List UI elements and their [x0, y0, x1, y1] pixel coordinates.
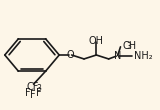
Text: OH: OH	[89, 36, 104, 46]
Text: N: N	[114, 51, 121, 61]
Text: O: O	[67, 50, 74, 60]
Text: CF: CF	[27, 82, 39, 92]
Text: CH: CH	[122, 41, 136, 51]
Text: F: F	[30, 90, 36, 100]
Text: F: F	[25, 88, 30, 98]
Text: NH₂: NH₂	[134, 51, 153, 61]
Text: F: F	[36, 88, 41, 98]
Text: 3: 3	[36, 84, 41, 93]
Text: 3: 3	[127, 42, 132, 51]
